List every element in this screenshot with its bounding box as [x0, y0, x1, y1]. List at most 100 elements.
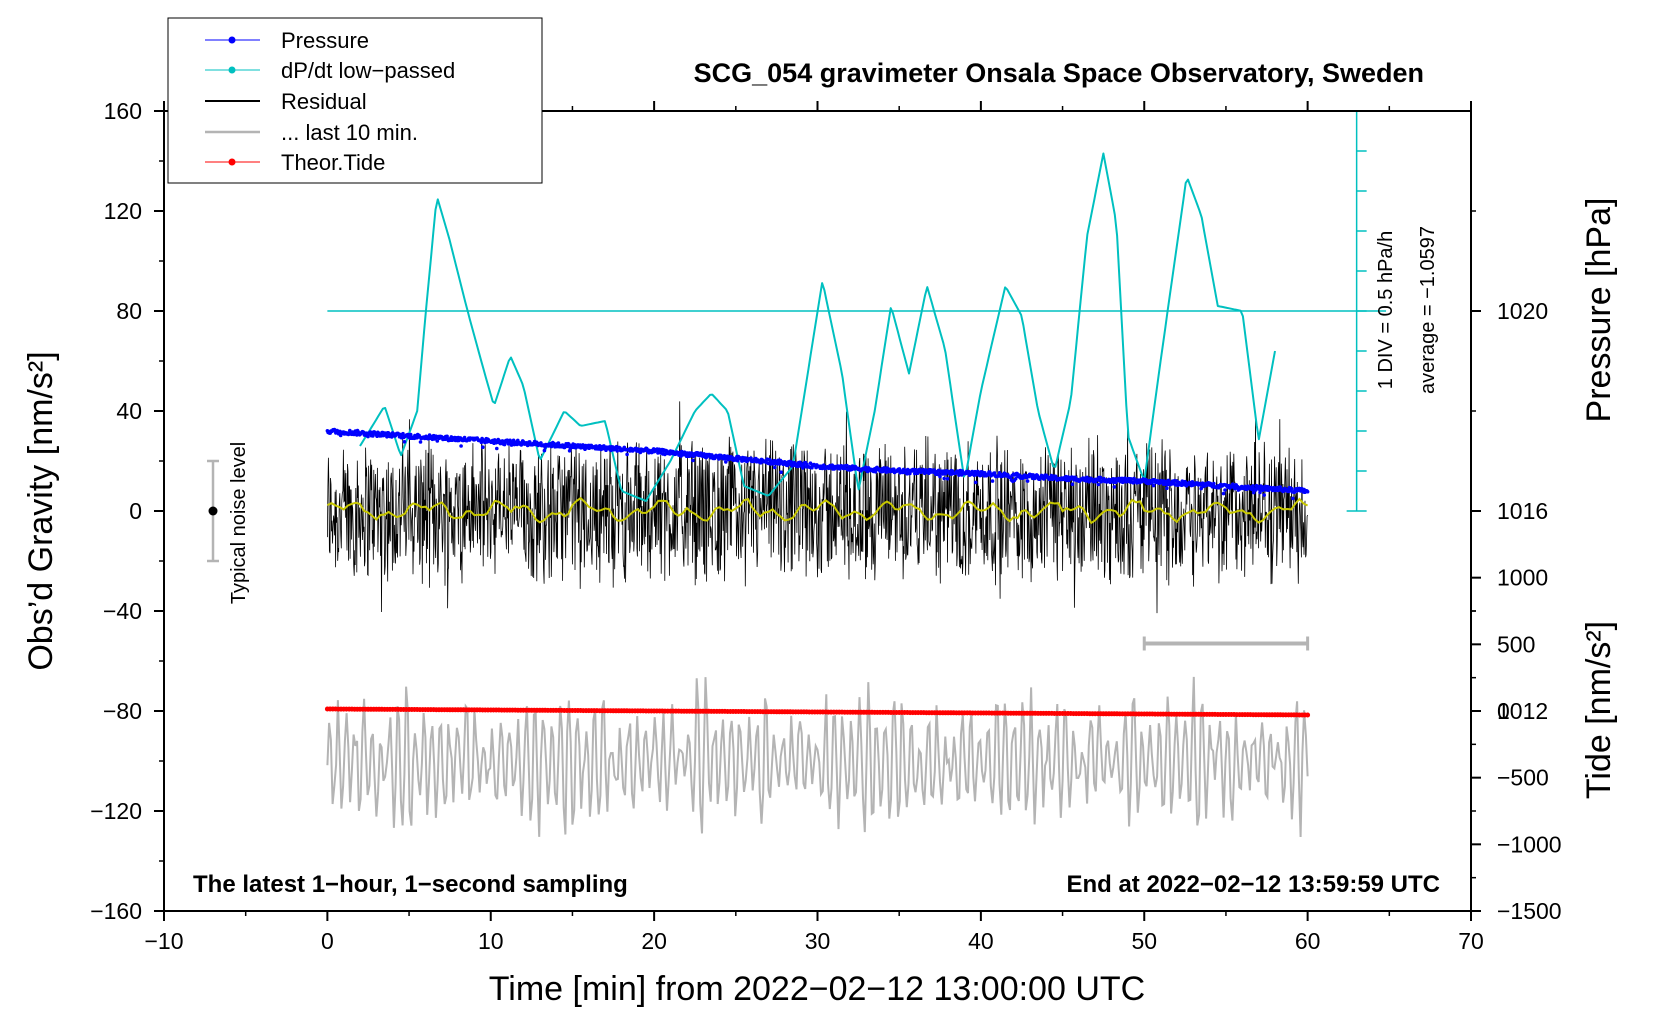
y-gravity-tick-label: −120	[90, 798, 142, 824]
dpdt-line	[359, 152, 1276, 502]
y-tide-tick-label: −1000	[1497, 831, 1562, 857]
legend-tide-label: Theor.Tide	[281, 150, 385, 175]
pressure-point	[1112, 485, 1117, 489]
pressure-point	[502, 442, 507, 447]
x-tick-label: 60	[1295, 928, 1321, 954]
noise-level-dot	[208, 506, 218, 516]
legend-dpdt-dot	[228, 66, 236, 74]
pressure-point	[1289, 486, 1294, 491]
end-time-note: End at 2022−02−12 13:59:59 UTC	[1066, 871, 1440, 898]
pressure-point	[691, 458, 695, 463]
pressure-point	[873, 470, 878, 474]
x-tick-label: 0	[321, 928, 334, 954]
pressure-point	[779, 470, 783, 475]
y-gravity-tick-label: −160	[90, 898, 142, 924]
chart-title: SCG_054 gravimeter Onsala Space Observat…	[694, 58, 1424, 88]
pressure-point	[724, 460, 728, 464]
pressure-point	[864, 465, 868, 470]
pressure-point	[1221, 491, 1226, 496]
x-tick-label: −10	[144, 928, 183, 954]
pressure-point	[915, 471, 920, 476]
pressure-point	[773, 465, 777, 470]
pressure-point	[1212, 481, 1216, 486]
y-pressure-tick-label: 1016	[1497, 498, 1548, 524]
last-10-min-line	[326, 676, 1309, 838]
y-gravity-tick-label: −80	[103, 698, 142, 724]
y-pressure-tick-label: 1020	[1497, 298, 1548, 324]
x-tick-label: 50	[1131, 928, 1157, 954]
pressure-point	[1291, 496, 1295, 501]
pressure-point	[615, 449, 619, 453]
pressure-point	[1098, 475, 1103, 480]
pressure-point	[625, 452, 629, 457]
pressure-point	[1258, 490, 1262, 495]
y-pressure-tick-label: 1012	[1497, 698, 1548, 724]
legend-pressure-dot	[228, 36, 236, 44]
legend: Pressure dP/dt low−passed Residual ... l…	[167, 17, 543, 184]
dpdt-scale-label: 1 DIV = 0.5 hPa/h	[1375, 231, 1397, 389]
pressure-point	[401, 431, 405, 436]
pressure-point	[1223, 488, 1227, 492]
pressure-point	[390, 435, 394, 439]
x-axis-label: Time [min] from 2022−02−12 13:00:00 UTC	[489, 970, 1145, 1008]
pressure-point	[735, 458, 740, 463]
pressure-point	[542, 448, 547, 453]
pressure-point	[495, 446, 499, 451]
x-tick-label: 20	[641, 928, 667, 954]
noise-level-label: Typical noise level	[228, 442, 250, 604]
pressure-point	[789, 460, 794, 465]
pressure-point	[1165, 486, 1169, 491]
pressure-point	[1025, 479, 1030, 483]
pressure-point	[1070, 482, 1075, 487]
pressure-point	[938, 474, 942, 479]
y-gravity-tick-label: −40	[103, 598, 142, 624]
pressure-point	[801, 466, 805, 470]
pressure-point	[1262, 493, 1266, 497]
running-mean-line	[326, 496, 1309, 525]
y-gravity-tick-label: 160	[104, 98, 142, 124]
legend-residual-label: Residual	[281, 89, 367, 114]
pressure-point	[556, 441, 561, 445]
pressure-series	[325, 427, 1310, 501]
x-tick-label: 30	[805, 928, 831, 954]
pressure-point	[966, 469, 971, 474]
pressure-point	[1251, 490, 1256, 495]
pressure-point	[567, 449, 572, 453]
axis-ticks: −10 0 10 20 30 40 50 60 7016012080400−40−80−120−…	[90, 98, 1561, 954]
pressure-point	[908, 471, 912, 476]
y-gravity-tick-label: 80	[116, 298, 142, 324]
residual-running-mean	[326, 496, 1309, 525]
legend-tide-dot	[228, 158, 236, 166]
pressure-point	[992, 471, 997, 475]
x-tick-label: 40	[968, 928, 994, 954]
pressure-point	[1096, 482, 1101, 487]
pressure-point	[418, 440, 423, 444]
pressure-point	[371, 434, 375, 438]
y-gravity-tick-label: 40	[116, 398, 142, 424]
legend-last10-label: ... last 10 min.	[281, 120, 418, 145]
pressure-point	[906, 467, 910, 472]
y-tide-tick-label: 1000	[1497, 565, 1548, 591]
pressure-point	[973, 469, 977, 474]
residual-series	[327, 401, 1308, 614]
residual-line	[327, 401, 1308, 614]
y-axis-label-gravity: Obs’d Gravity [nm/s²]	[22, 351, 60, 670]
pressure-point	[942, 476, 946, 481]
sampling-note: The latest 1−hour, 1−second sampling	[193, 871, 628, 898]
pressure-point	[459, 444, 463, 448]
pressure-point	[973, 480, 978, 485]
pressure-point	[481, 445, 485, 450]
pressure-point	[771, 462, 776, 466]
x-tick-label: 70	[1458, 928, 1484, 954]
y-tide-tick-label: −500	[1497, 765, 1549, 791]
last-10-min-series	[326, 676, 1309, 838]
pressure-point	[943, 471, 948, 476]
pressure-point	[1151, 483, 1156, 488]
y-gravity-tick-label: 0	[129, 498, 142, 524]
y-tide-tick-label: 0	[1497, 698, 1510, 724]
legend-pressure-label: Pressure	[281, 28, 369, 53]
x-tick-label: 10	[478, 928, 504, 954]
pressure-point	[990, 479, 995, 483]
legend-dpdt-label: dP/dt low−passed	[281, 58, 455, 83]
pressure-point	[609, 448, 613, 453]
